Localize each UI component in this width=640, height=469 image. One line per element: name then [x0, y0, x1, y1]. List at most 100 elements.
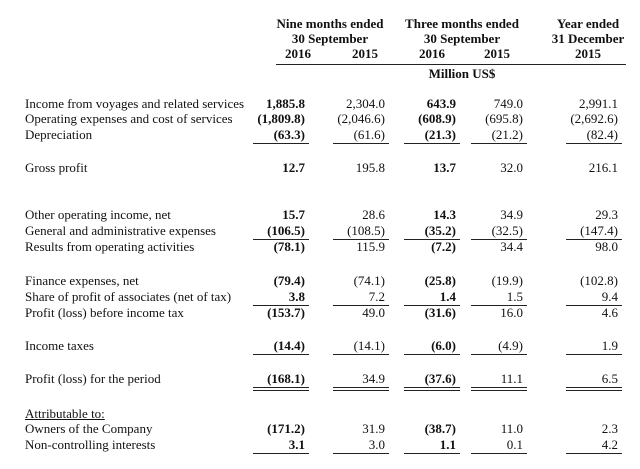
cell-value: 31.9: [362, 421, 385, 436]
cell-value: 3.0: [368, 437, 385, 452]
rule: [333, 453, 389, 454]
cell-value: (14.1): [353, 338, 385, 353]
cell-value: 1.4: [439, 289, 456, 304]
cell-value: (63.3): [273, 127, 305, 142]
row-label: Profit (loss) before income tax: [25, 305, 184, 320]
cell-value: 749.0: [493, 96, 523, 111]
cell-value: 2,991.1: [579, 96, 618, 111]
rule: [253, 390, 309, 391]
column-year: 2015: [484, 46, 510, 61]
cell-value: 2,304.0: [346, 96, 385, 111]
cell-value: 15.7: [282, 207, 305, 222]
column-group-title: 30 September: [291, 31, 369, 46]
cell-value: (2,692.6): [570, 111, 618, 126]
column-group-title: Three months ended: [405, 16, 519, 31]
row-label: Owners of the Company: [25, 421, 153, 436]
row-label: Income from voyages and related services: [25, 96, 245, 111]
row-label: Share of profit of associates (net of ta…: [25, 289, 232, 304]
rule: [404, 143, 460, 144]
cell-value: (19.9): [491, 273, 523, 288]
cell-value: 1.9: [601, 338, 618, 353]
rule: [333, 390, 389, 391]
row-label: General and administrative expenses: [25, 223, 216, 238]
rule: [471, 390, 527, 391]
rule: [404, 453, 460, 454]
cell-value: (102.8): [580, 273, 618, 288]
cell-value: 13.7: [433, 160, 456, 175]
cell-value: 2.3: [601, 421, 618, 436]
cell-value: (106.5): [267, 223, 305, 238]
cell-value: (2,046.6): [337, 111, 385, 126]
column-group-title: Year ended: [556, 16, 620, 31]
cell-value: 49.0: [362, 305, 385, 320]
unit-label: Million US$: [428, 66, 496, 81]
cell-value: (695.8): [485, 111, 523, 126]
rule: [471, 453, 527, 454]
rule: [566, 387, 622, 388]
rule: [333, 143, 389, 144]
cell-value: 16.0: [500, 305, 523, 320]
cell-value: (78.1): [273, 239, 305, 254]
cell-value: 34.9: [362, 371, 385, 386]
cell-value: 34.9: [500, 207, 523, 222]
cell-value: (32.5): [491, 223, 523, 238]
rule: [333, 305, 389, 306]
rule: [253, 453, 309, 454]
cell-value: 3.8: [288, 289, 305, 304]
column-group-title: 30 September: [423, 31, 501, 46]
cell-value: 29.3: [595, 207, 618, 222]
cell-value: 7.2: [368, 289, 385, 304]
rule: [471, 387, 527, 388]
column-year: 2016: [285, 46, 311, 61]
cell-value: 643.9: [426, 96, 456, 111]
cell-value: 11.0: [500, 421, 523, 436]
cell-value: (168.1): [267, 371, 305, 386]
cell-value: (147.4): [580, 223, 618, 238]
column-year: 2015: [352, 46, 378, 61]
rule: [566, 453, 622, 454]
rule: [253, 387, 309, 388]
cell-value: (153.7): [267, 305, 305, 320]
cell-value: (108.5): [347, 223, 385, 238]
row-label: Attributable to:: [25, 406, 105, 421]
rule: [566, 354, 622, 355]
rule: [404, 354, 460, 355]
cell-value: 1,885.8: [266, 96, 305, 111]
column-group-title: Nine months ended: [276, 16, 384, 31]
cell-value: (82.4): [586, 127, 618, 142]
cell-value: 28.6: [362, 207, 385, 222]
rule: [471, 305, 527, 306]
cell-value: (21.3): [424, 127, 456, 142]
rule: [566, 305, 622, 306]
cell-value: (31.6): [424, 305, 456, 320]
rule: [253, 143, 309, 144]
rule: [253, 305, 309, 306]
cell-value: (74.1): [353, 273, 385, 288]
rule: [333, 239, 389, 240]
cell-value: 1.1: [439, 437, 456, 452]
cell-value: (4.9): [498, 338, 523, 353]
cell-value: (21.2): [491, 127, 523, 142]
cell-value: (608.9): [418, 111, 456, 126]
cell-value: 195.8: [355, 160, 385, 175]
rule: [566, 390, 622, 391]
column-group-title: 31 December: [551, 31, 625, 46]
row-label: Operating expenses and cost of services: [25, 111, 233, 126]
cell-value: 0.1: [506, 437, 523, 452]
cell-value: 34.4: [500, 239, 523, 254]
rule: [471, 143, 527, 144]
rule: [404, 305, 460, 306]
rule: [333, 387, 389, 388]
cell-value: (25.8): [424, 273, 456, 288]
rule: [404, 390, 460, 391]
row-label: Results from operating activities: [25, 239, 195, 254]
cell-value: 4.6: [601, 305, 618, 320]
cell-value: 11.1: [500, 371, 523, 386]
cell-value: 98.0: [595, 239, 618, 254]
cell-value: (7.2): [431, 239, 456, 254]
rule: [276, 64, 626, 65]
cell-value: 9.4: [601, 289, 618, 304]
rule: [566, 239, 622, 240]
cell-value: 12.7: [282, 160, 305, 175]
